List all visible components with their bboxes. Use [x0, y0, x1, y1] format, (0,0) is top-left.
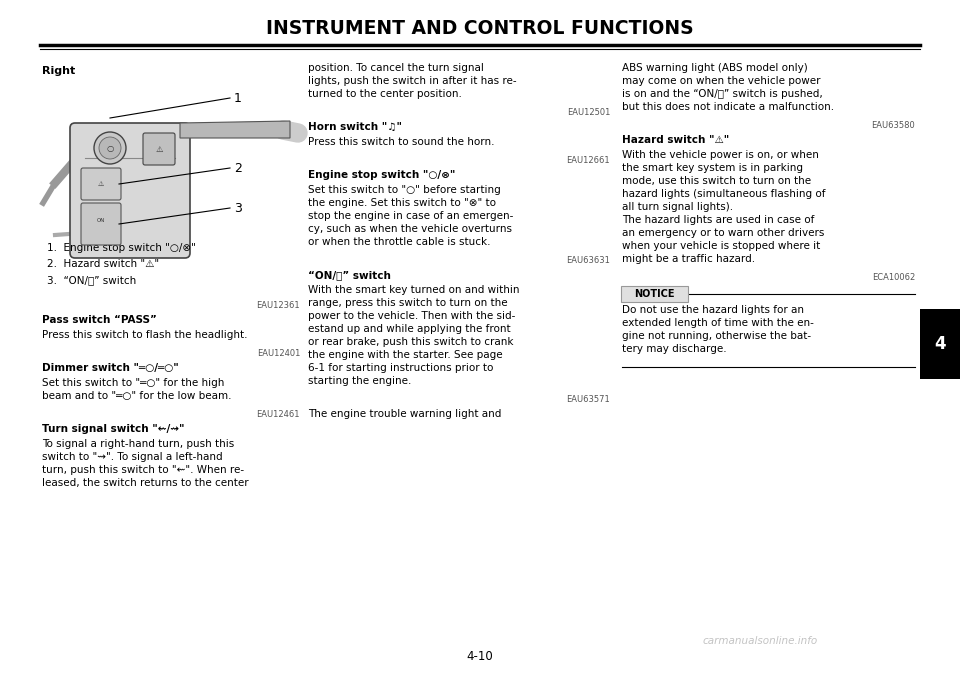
Text: all turn signal lights).: all turn signal lights). — [622, 202, 733, 212]
Text: may come on when the vehicle power: may come on when the vehicle power — [622, 76, 821, 86]
Text: Press this switch to sound the horn.: Press this switch to sound the horn. — [308, 137, 494, 147]
Text: switch to "⇝". To signal a left-hand: switch to "⇝". To signal a left-hand — [42, 452, 223, 462]
Text: turn, push this switch to "⇜". When re-: turn, push this switch to "⇜". When re- — [42, 465, 244, 475]
Text: turned to the center position.: turned to the center position. — [308, 89, 462, 99]
Text: 4-10: 4-10 — [467, 650, 493, 663]
Text: starting the engine.: starting the engine. — [308, 376, 412, 386]
Text: NOTICE: NOTICE — [635, 289, 675, 299]
Text: The engine trouble warning light and: The engine trouble warning light and — [308, 409, 501, 419]
Text: INSTRUMENT AND CONTROL FUNCTIONS: INSTRUMENT AND CONTROL FUNCTIONS — [266, 18, 694, 37]
Text: Set this switch to "═○" for the high: Set this switch to "═○" for the high — [42, 378, 225, 388]
Text: cy, such as when the vehicle overturns: cy, such as when the vehicle overturns — [308, 224, 512, 234]
FancyBboxPatch shape — [81, 203, 121, 245]
Text: EAU12401: EAU12401 — [256, 349, 300, 358]
Text: 2.  Hazard switch "⚠": 2. Hazard switch "⚠" — [47, 259, 159, 269]
Bar — [920, 309, 960, 379]
Text: The hazard lights are used in case of: The hazard lights are used in case of — [622, 215, 814, 225]
FancyBboxPatch shape — [70, 123, 190, 258]
Text: EAU63580: EAU63580 — [872, 121, 915, 130]
Text: Dimmer switch "═○/═○": Dimmer switch "═○/═○" — [42, 363, 179, 373]
Text: position. To cancel the turn signal: position. To cancel the turn signal — [308, 63, 484, 73]
Text: hazard lights (simultaneous flashing of: hazard lights (simultaneous flashing of — [622, 189, 826, 199]
Text: 1.  Engine stop switch "○/⊗": 1. Engine stop switch "○/⊗" — [47, 243, 196, 253]
Text: 4: 4 — [934, 335, 946, 353]
Text: ⚠: ⚠ — [156, 145, 163, 153]
Text: EAU12461: EAU12461 — [256, 410, 300, 419]
Text: mode, use this switch to turn on the: mode, use this switch to turn on the — [622, 176, 811, 186]
Text: is on and the “ON/＠” switch is pushed,: is on and the “ON/＠” switch is pushed, — [622, 89, 823, 99]
Text: EAU12361: EAU12361 — [256, 301, 300, 310]
Text: or rear brake, push this switch to crank: or rear brake, push this switch to crank — [308, 337, 514, 347]
Text: power to the vehicle. Then with the sid-: power to the vehicle. Then with the sid- — [308, 311, 516, 321]
Text: extended length of time with the en-: extended length of time with the en- — [622, 318, 814, 328]
Text: Set this switch to "○" before starting: Set this switch to "○" before starting — [308, 185, 501, 195]
Text: beam and to "═○" for the low beam.: beam and to "═○" for the low beam. — [42, 391, 231, 401]
Text: ○: ○ — [107, 143, 113, 153]
Text: To signal a right-hand turn, push this: To signal a right-hand turn, push this — [42, 439, 234, 449]
Text: Hazard switch "⚠": Hazard switch "⚠" — [622, 135, 730, 145]
Text: estand up and while applying the front: estand up and while applying the front — [308, 324, 511, 334]
Text: but this does not indicate a malfunction.: but this does not indicate a malfunction… — [622, 102, 834, 112]
Text: or when the throttle cable is stuck.: or when the throttle cable is stuck. — [308, 237, 491, 247]
Text: leased, the switch returns to the center: leased, the switch returns to the center — [42, 478, 249, 488]
Text: “ON/＠” switch: “ON/＠” switch — [308, 270, 391, 280]
Text: might be a traffic hazard.: might be a traffic hazard. — [622, 254, 756, 264]
Circle shape — [99, 137, 121, 159]
Text: the engine. Set this switch to "⊗" to: the engine. Set this switch to "⊗" to — [308, 198, 496, 208]
Text: Do not use the hazard lights for an: Do not use the hazard lights for an — [622, 305, 804, 315]
FancyBboxPatch shape — [621, 286, 688, 302]
Text: Pass switch “PASS”: Pass switch “PASS” — [42, 315, 156, 325]
Text: Right: Right — [42, 66, 75, 76]
Text: With the vehicle power is on, or when: With the vehicle power is on, or when — [622, 150, 819, 160]
Text: With the smart key turned on and within: With the smart key turned on and within — [308, 285, 519, 295]
Text: EAU63571: EAU63571 — [566, 395, 610, 404]
Text: 6-1 for starting instructions prior to: 6-1 for starting instructions prior to — [308, 363, 493, 373]
Text: tery may discharge.: tery may discharge. — [622, 344, 727, 354]
Text: lights, push the switch in after it has re-: lights, push the switch in after it has … — [308, 76, 516, 86]
Text: the engine with the starter. See page: the engine with the starter. See page — [308, 350, 503, 360]
Text: EAU63631: EAU63631 — [566, 256, 610, 265]
Text: 3: 3 — [234, 202, 242, 215]
Text: range, press this switch to turn on the: range, press this switch to turn on the — [308, 298, 508, 308]
FancyBboxPatch shape — [143, 133, 175, 165]
Text: 3.  “ON/＠” switch: 3. “ON/＠” switch — [47, 275, 136, 285]
FancyBboxPatch shape — [81, 168, 121, 200]
Text: ⚠: ⚠ — [98, 181, 104, 187]
Text: 1: 1 — [234, 92, 242, 105]
Circle shape — [94, 132, 126, 164]
Text: the smart key system is in parking: the smart key system is in parking — [622, 163, 803, 173]
Text: Turn signal switch "⇜/⇝": Turn signal switch "⇜/⇝" — [42, 424, 184, 434]
Text: gine not running, otherwise the bat-: gine not running, otherwise the bat- — [622, 331, 811, 341]
Text: 2: 2 — [234, 162, 242, 175]
Text: when your vehicle is stopped where it: when your vehicle is stopped where it — [622, 241, 820, 251]
Text: EAU12501: EAU12501 — [566, 108, 610, 117]
Text: carmanualsonline.info: carmanualsonline.info — [703, 636, 818, 646]
Text: Press this switch to flash the headlight.: Press this switch to flash the headlight… — [42, 330, 248, 340]
Text: ECA10062: ECA10062 — [872, 273, 915, 282]
Text: ON: ON — [97, 217, 106, 223]
Text: ABS warning light (ABS model only): ABS warning light (ABS model only) — [622, 63, 807, 73]
Text: Horn switch "♫": Horn switch "♫" — [308, 122, 402, 132]
Text: Engine stop switch "○/⊗": Engine stop switch "○/⊗" — [308, 170, 455, 180]
Text: an emergency or to warn other drivers: an emergency or to warn other drivers — [622, 228, 825, 238]
Text: stop the engine in case of an emergen-: stop the engine in case of an emergen- — [308, 211, 514, 221]
Polygon shape — [180, 121, 290, 138]
Text: EAU12661: EAU12661 — [566, 156, 610, 165]
